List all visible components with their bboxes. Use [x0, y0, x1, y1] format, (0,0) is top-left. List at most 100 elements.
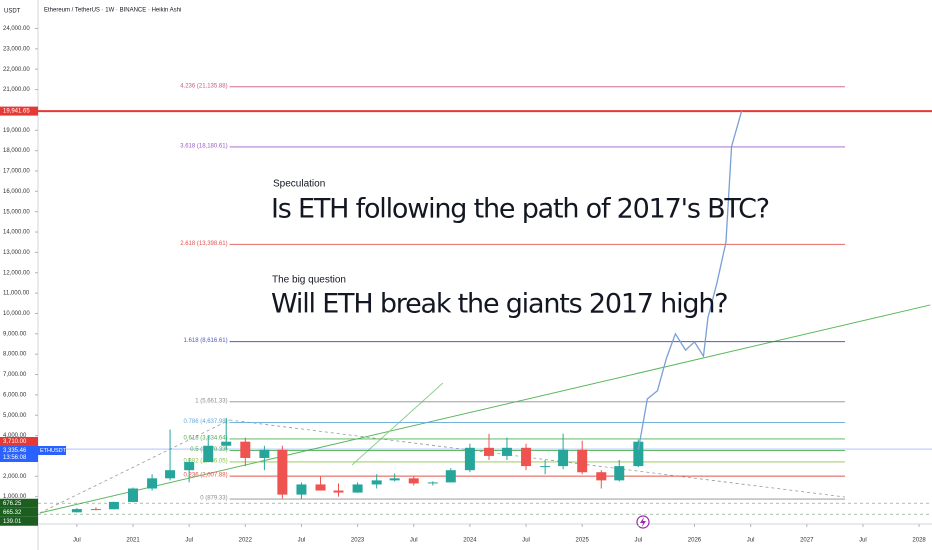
- candle-body: [296, 484, 307, 495]
- candle-body: [577, 449, 588, 473]
- fib-label: 0 (879.33): [200, 496, 227, 502]
- y-tick-label: 17,000.00: [3, 169, 30, 175]
- x-tick-label: Jul: [635, 538, 643, 544]
- candle-body: [521, 447, 532, 467]
- fib-label: 0.618 (3,834.64): [184, 436, 228, 442]
- price-label: 665.32: [3, 510, 22, 516]
- candle-body: [427, 482, 438, 484]
- fib-label: 2.618 (13,398.61): [180, 241, 227, 247]
- candle-body: [165, 470, 176, 479]
- price-label-box: [0, 445, 38, 462]
- y-tick-label: 13,000.00: [3, 250, 30, 256]
- price-label: 139.01: [3, 519, 22, 525]
- x-tick-label: 2025: [576, 538, 590, 544]
- price-label: 3,710.00: [3, 439, 27, 445]
- price-label-box: [0, 516, 38, 526]
- y-tick-label: 5,000.00: [3, 413, 27, 419]
- x-tick-label: Jul: [185, 538, 193, 544]
- y-tick-label: 19,000.00: [3, 128, 30, 134]
- y-tick-label: 21,000.00: [3, 87, 30, 93]
- candle-body: [483, 447, 494, 456]
- price-label-box: [0, 436, 38, 446]
- x-tick-label: Jul: [522, 538, 530, 544]
- candle-body: [315, 484, 326, 491]
- y-tick-label: 12,000.00: [3, 270, 30, 276]
- y-tick-label: 6,000.00: [3, 392, 27, 398]
- price-label: 3,335.46: [3, 448, 27, 454]
- x-tick-label: 2024: [463, 538, 477, 544]
- candle-body: [108, 501, 119, 510]
- candle-body: [184, 462, 195, 471]
- y-tick-label: 14,000.00: [3, 230, 30, 236]
- y-tick-label: 16,000.00: [3, 189, 30, 195]
- x-tick-label: 2021: [126, 538, 140, 544]
- x-tick-label: Jul: [410, 538, 418, 544]
- annotation-small: The big question: [272, 275, 346, 286]
- x-tick-label: 2026: [688, 538, 702, 544]
- candle-body: [371, 480, 382, 485]
- candle-body: [596, 472, 607, 481]
- fib-label: 4.236 (21,135.88): [180, 83, 227, 89]
- price-label-box: [0, 498, 38, 508]
- x-tick-label: Jul: [859, 538, 867, 544]
- y-tick-label: 15,000.00: [3, 209, 30, 215]
- candle-body: [128, 488, 139, 502]
- currency: USDT: [4, 9, 21, 15]
- candle-body: [445, 470, 456, 483]
- price-label: 19,941.65: [3, 109, 30, 115]
- candle-body: [408, 478, 419, 484]
- symbol-label: ETHUSDT: [40, 448, 67, 454]
- y-tick-label: 10,000.00: [3, 311, 30, 317]
- candle-body: [221, 441, 232, 446]
- candle-body: [540, 466, 551, 468]
- candle-body: [147, 478, 158, 489]
- candle-body: [501, 447, 512, 456]
- trendline: [39, 419, 230, 514]
- y-tick-label: 22,000.00: [3, 67, 30, 73]
- y-tick-label: 9,000.00: [3, 331, 27, 337]
- price-label: 676.25: [3, 501, 22, 507]
- projection-line: [637, 110, 743, 450]
- annotation-big: Will ETH break the giants 2017 high?: [271, 289, 727, 320]
- y-tick-label: 18,000.00: [3, 148, 30, 154]
- candle-body: [389, 478, 400, 481]
- candle-body: [240, 441, 251, 458]
- y-tick-label: 2,000.00: [3, 474, 27, 480]
- candle-body: [464, 447, 475, 471]
- y-tick-label: 8,000.00: [3, 352, 27, 358]
- fib-label: 1 (5,661.33): [195, 398, 227, 404]
- fib-label: 3.618 (18,180.61): [180, 144, 227, 150]
- annotation-big: Is ETH following the path of 2017's BTC?: [271, 194, 769, 225]
- y-tick-label: 1,000.00: [3, 494, 27, 500]
- fib-label: 0.786 (4,637.98): [184, 419, 228, 425]
- candle-body: [203, 445, 214, 463]
- trendline: [39, 304, 931, 514]
- candle-body: [633, 441, 644, 467]
- fib-label: 1.618 (8,616.61): [184, 338, 228, 344]
- candle-body: [259, 449, 270, 458]
- trendline: [351, 382, 444, 466]
- x-tick-label: 2023: [351, 538, 365, 544]
- candle-body: [277, 449, 288, 495]
- event-icon[interactable]: [636, 515, 650, 529]
- x-tick-label: Jul: [73, 538, 81, 544]
- y-tick-label: 7,000.00: [3, 372, 27, 378]
- candle-body: [90, 509, 101, 511]
- price-label-box: [0, 106, 38, 116]
- y-tick-label: 4,000.00: [3, 433, 27, 439]
- candle-body: [352, 484, 363, 493]
- candle-body: [71, 509, 82, 513]
- symbol-box: [38, 445, 66, 455]
- annotation-small: Speculation: [273, 179, 325, 190]
- price-label-box: [0, 507, 38, 517]
- candle-body: [333, 490, 344, 493]
- price-label-timer: 13:56:08: [3, 455, 27, 461]
- y-tick-label: 24,000.00: [3, 26, 30, 32]
- x-tick-label: 2028: [912, 538, 926, 544]
- x-tick-label: Jul: [747, 538, 755, 544]
- x-tick-label: 2027: [800, 538, 814, 544]
- plot-area: 4.236 (21,135.88) 3.618 (18,180.61) 2.618 …: [38, 83, 932, 515]
- y-tick-label: 23,000.00: [3, 46, 30, 52]
